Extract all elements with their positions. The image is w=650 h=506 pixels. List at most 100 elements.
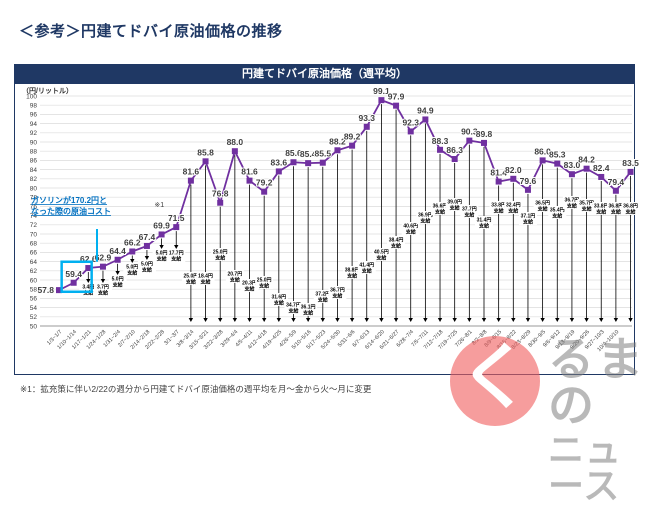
subsidy-arrowhead [144,256,150,260]
data-point-marker [217,199,224,206]
subsidy-label-bg [621,202,640,215]
subsidy-suffix-label: 支給 [244,286,256,293]
subsidy-label-bg [401,222,420,235]
subsidy-label-bg [211,248,230,261]
subsidy-amount-label: 38.8円 [345,267,360,274]
subsidy-amount-label: 33.8円 [491,202,506,209]
subsidy-arrowhead [247,318,252,322]
data-point-marker [334,147,341,154]
y-tick-label: 94 [30,121,38,128]
subsidy-arrowhead [481,318,487,322]
subsidy-label-bg [240,279,259,292]
data-point-marker [202,158,209,165]
subsidy-suffix-label: 支給 [390,243,402,250]
data-point-marker [261,188,268,195]
y-tick-label: 98 [30,103,38,110]
subsidy-suffix-label: 支給 [346,273,358,280]
value-label: 79.4 [608,177,625,187]
data-point-marker [85,265,92,272]
price-line [58,99,632,291]
y-tick-label: 88 [30,149,38,156]
y-tick-label: 84 [30,167,38,174]
value-label: 99.1 [373,86,390,96]
data-point-marker [173,224,180,231]
subsidy-arrowhead [261,318,267,322]
y-tick-label: 90 [30,139,38,146]
subsidy-arrowhead [188,318,194,322]
data-point-marker [612,187,619,194]
subsidy-label-bg [445,198,464,211]
value-label: 82.0 [505,165,522,175]
data-point-marker [524,186,531,193]
value-label: 88.0 [227,137,244,147]
subsidy-label-bg [431,202,450,215]
value-label: 88.3 [432,136,449,146]
subsidy-suffix-label: 支給 [214,255,226,262]
logo-text-bottom: ニュース [548,429,623,506]
subsidy-label-bg [504,201,523,214]
subsidy-amount-label: 20.7円 [227,271,242,278]
page-title: ＜参考＞円建てドバイ原油価格の推移 [19,23,283,40]
subsidy-label-bg [357,261,376,274]
value-label: 79.2 [256,178,273,188]
subsidy-arrowhead [232,318,238,322]
subsidy-suffix-label: 支給 [170,256,182,263]
subsidy-arrowhead [599,318,604,322]
subsidy-suffix-label: 支給 [434,209,446,216]
value-label: 66.2 [124,237,141,247]
value-label: 82.4 [593,163,610,173]
data-point-marker [114,256,121,263]
subsidy-amount-label: 25.0円 [213,249,228,256]
subsidy-amount-label: 36.8円 [609,203,624,210]
value-label: 84.2 [578,155,595,165]
subsidy-amount-label: 36.1円 [301,304,316,311]
subsidy-label-bg [108,275,127,288]
subsidy-amount-label: 5.0円 [156,250,168,257]
subsidy-label-bg [562,196,581,209]
subsidy-amount-label: 3.7円 [97,284,109,291]
subsidy-amount-label: 40.5円 [374,249,389,256]
subsidy-label-bg [181,272,200,285]
y-tick-label: 70 [30,231,38,238]
subsidy-arrowhead [452,318,457,322]
subsidy-amount-label: 17.7円 [169,250,184,257]
subsidy-suffix-label: 支給 [566,203,578,210]
data-point-marker [539,157,546,164]
value-label: 81.6 [183,167,200,177]
subsidy-arrowhead [100,279,106,283]
highlight-box [60,260,93,294]
annotation-line1: ガソリンが170.2円と [31,195,107,205]
subsidy-suffix-label: 支給 [537,206,549,213]
value-label: 85.5 [315,149,332,159]
subsidy-arrowhead [335,318,340,322]
subsidy-label-bg [313,290,332,303]
subsidy-suffix-label: 支給 [610,209,622,216]
subsidy-label-bg [343,266,362,279]
y-tick-label: 52 [30,314,38,321]
data-point-marker [568,171,575,178]
subsidy-arrowhead [540,318,545,322]
y-tick-label: 58 [30,287,38,294]
subsidy-suffix-label: 支給 [229,277,241,284]
subsidy-arrowhead [130,259,135,263]
value-label: 94.9 [417,105,434,115]
subsidy-arrowhead [511,318,516,322]
value-label: 67.4 [139,232,156,242]
subsidy-amount-label: 37.7円 [462,206,477,213]
data-point-marker [305,160,312,167]
subsidy-label-bg [284,301,303,314]
value-label: 92.3 [402,117,419,127]
data-point-marker [231,148,238,155]
data-point-marker [627,168,634,175]
subsidy-amount-label: 33.8円 [594,203,609,210]
subsidy-label-bg [518,212,537,225]
y-tick-label: 66 [30,250,38,257]
data-point-marker [554,160,561,167]
subsidy-arrowhead [496,318,501,322]
subsidy-amount-label: 18.4円 [198,273,213,280]
subsidy-amount-label: 5.0円 [126,264,138,271]
y-tick-label: 54 [30,305,38,312]
subsidy-suffix-label: 支給 [97,290,109,297]
subsidy-amount-label: 20.3円 [242,280,257,287]
data-point-marker [466,137,473,144]
